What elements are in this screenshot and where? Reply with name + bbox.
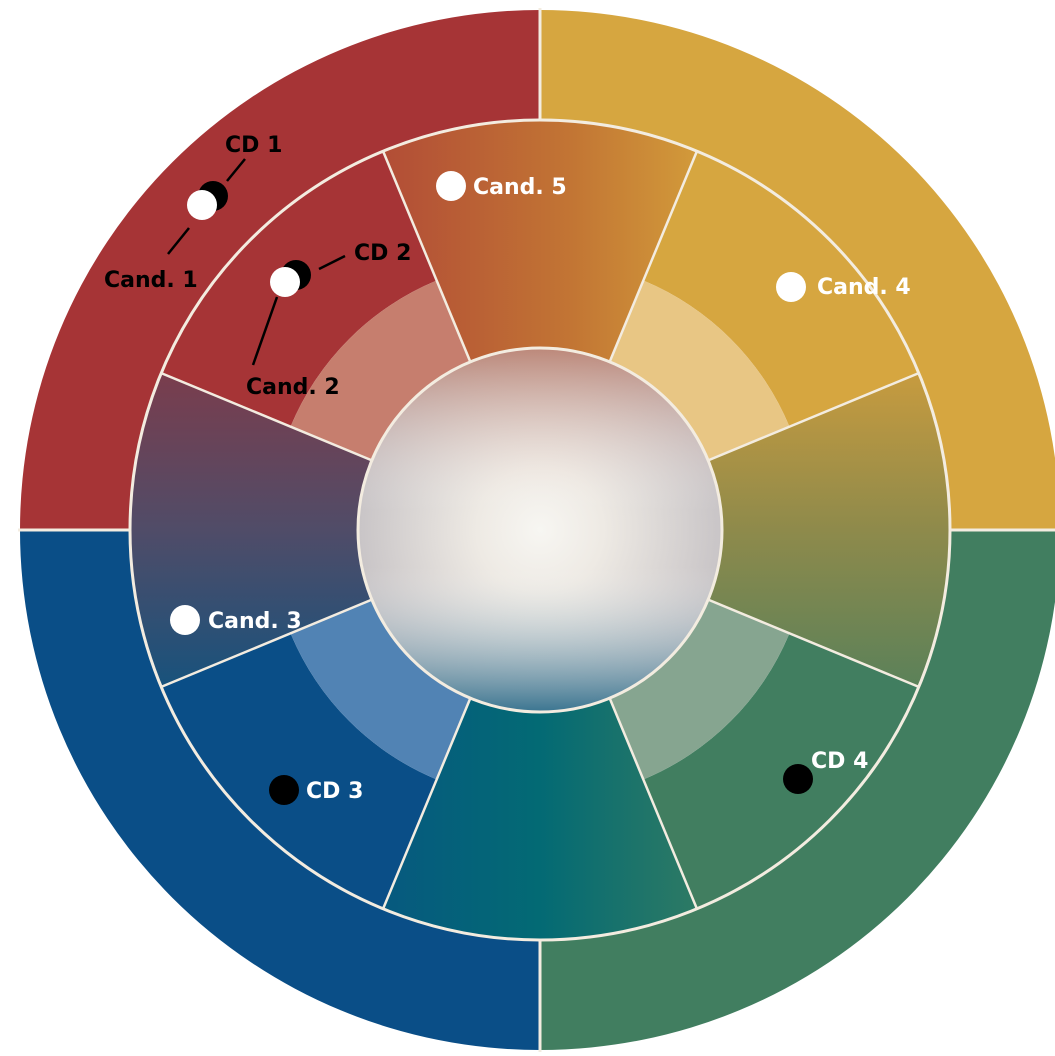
middle-divider — [608, 697, 699, 910]
cand4-label: Cand. 4 — [817, 275, 911, 300]
cand1-label: Cand. 1 — [104, 268, 198, 293]
inner-tint-green — [609, 599, 790, 780]
cand1-dot — [187, 190, 217, 220]
inner-ring — [160, 150, 920, 910]
middle-divider — [707, 598, 920, 689]
inner-tint-gold — [609, 280, 790, 461]
cand2-dot — [270, 267, 300, 297]
middle-divider — [160, 598, 373, 689]
middle-wedge-green — [643, 633, 919, 909]
middle-divider — [381, 150, 472, 363]
cd1-label: CD 1 — [225, 133, 282, 158]
cand5-dot — [436, 171, 466, 201]
middle-divider — [160, 371, 373, 462]
leader-cand1 — [167, 227, 190, 255]
inner-tint-blue — [290, 599, 471, 780]
center-tint — [358, 348, 722, 712]
cd3-label: CD 3 — [306, 779, 363, 804]
middle-divider — [608, 150, 699, 363]
center-border — [356, 346, 724, 714]
middle-wedge-blue — [161, 633, 437, 909]
marker-dots — [170, 171, 813, 805]
cd4-dot — [783, 764, 813, 794]
leader-cd1 — [226, 158, 246, 182]
cand3-dot — [170, 605, 200, 635]
leader-lines — [167, 158, 346, 366]
middle-ring — [128, 118, 952, 942]
leader-cd2 — [318, 254, 346, 271]
cd2-label: CD 2 — [354, 241, 411, 266]
marker-labels: CD 1 Cand. 1 CD 2 Cand. 2 Cand. 5 Cand. … — [104, 133, 911, 804]
middle-wedge-olive — [708, 373, 950, 687]
cand2-label: Cand. 2 — [246, 375, 340, 400]
middle-divider — [381, 697, 472, 910]
middle-ring-outline — [128, 118, 952, 942]
cand3-label: Cand. 3 — [208, 609, 302, 634]
middle-divider — [707, 371, 920, 462]
cd4-label: CD 4 — [811, 749, 868, 774]
cand5-label: Cand. 5 — [473, 175, 567, 200]
leader-cand2 — [251, 296, 279, 366]
inner-tint-red — [290, 280, 471, 461]
cand4-dot — [776, 272, 806, 302]
middle-wedge-teal — [383, 698, 697, 940]
cd3-dot — [269, 775, 299, 805]
